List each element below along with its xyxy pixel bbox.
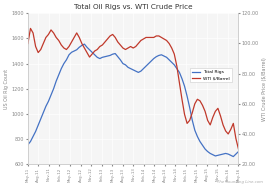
WTI $/Barrel <box>60 44 63 46</box>
Total Rigs <box>155 56 158 58</box>
WTI $/Barrel <box>193 103 196 105</box>
Total Rigs <box>70 51 73 53</box>
Total Rigs <box>26 144 30 146</box>
WTI $/Barrel <box>73 36 76 39</box>
Y-axis label: US Oil Rig Count: US Oil Rig Count <box>4 69 9 109</box>
Total Rigs <box>39 118 42 120</box>
Legend: Total Rigs, WTI $/Barrel: Total Rigs, WTI $/Barrel <box>190 68 232 82</box>
Y-axis label: WTI Crude Price ($/Barrel): WTI Crude Price ($/Barrel) <box>262 57 267 121</box>
Total Rigs <box>237 150 240 153</box>
WTI $/Barrel <box>237 148 240 150</box>
Total Rigs <box>57 74 60 76</box>
WTI $/Barrel <box>155 35 158 37</box>
Title: Total Oil Rigs vs. WTI Crude Price: Total Oil Rigs vs. WTI Crude Price <box>74 4 192 10</box>
WTI $/Barrel <box>42 42 45 45</box>
WTI $/Barrel <box>180 98 183 100</box>
WTI $/Barrel <box>29 27 32 30</box>
Text: The Sounding Line.com: The Sounding Line.com <box>217 180 263 184</box>
Total Rigs <box>83 43 86 45</box>
Total Rigs <box>193 129 196 131</box>
WTI $/Barrel <box>26 42 30 45</box>
Total Rigs <box>232 155 235 158</box>
Total Rigs <box>180 78 183 80</box>
Line: Total Rigs: Total Rigs <box>28 44 238 157</box>
Line: WTI $/Barrel: WTI $/Barrel <box>28 28 238 149</box>
